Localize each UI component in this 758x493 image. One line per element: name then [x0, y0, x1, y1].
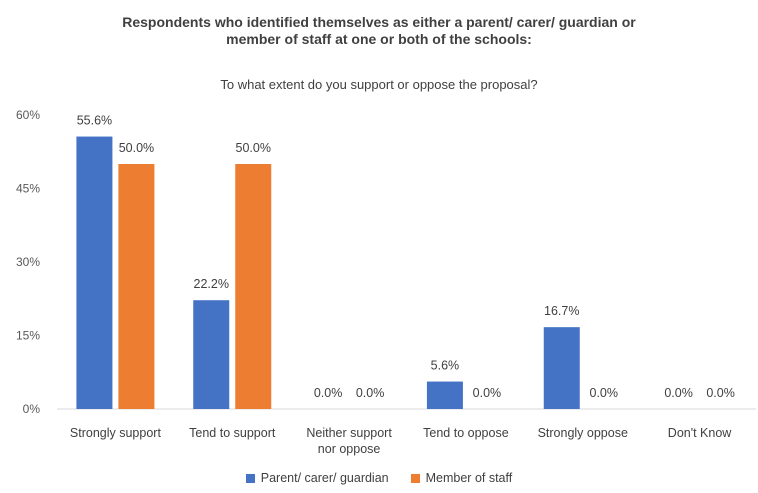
data-label: 50.0% — [119, 141, 154, 155]
x-tick-label: Don't Know — [668, 426, 733, 440]
chart-title-line-1: Respondents who identified themselves as… — [122, 14, 636, 30]
bar-parent — [543, 327, 580, 409]
legend-label-staff: Member of staff — [425, 471, 513, 485]
data-label: 50.0% — [236, 141, 271, 155]
y-tick-label: 60% — [16, 108, 40, 122]
x-tick-label: Strongly support — [70, 426, 162, 440]
data-label: 5.6% — [431, 359, 460, 373]
legend-item-parent: Parent/ carer/ guardian — [245, 471, 389, 485]
data-label: 0.0% — [590, 386, 619, 400]
data-label: 0.0% — [664, 386, 693, 400]
y-tick-label: 30% — [16, 255, 40, 269]
legend-item-staff: Member of staff — [410, 471, 513, 485]
data-label: 22.2% — [194, 277, 229, 291]
x-tick-label: nor oppose — [318, 442, 381, 456]
y-tick-label: 15% — [16, 329, 40, 343]
bar-parent — [426, 381, 463, 409]
bar-parent — [193, 300, 230, 409]
y-tick-label: 45% — [16, 182, 40, 196]
y-tick-label: 0% — [23, 402, 41, 416]
data-label: 0.0% — [473, 386, 502, 400]
chart-subtitle: To what extent do you support or oppose … — [220, 77, 538, 92]
bar-staff — [118, 164, 155, 409]
legend: Parent/ carer/ guardian Member of staff — [0, 471, 758, 485]
legend-swatch-parent — [245, 473, 255, 483]
x-tick-label: Tend to oppose — [423, 426, 509, 440]
data-label: 55.6% — [77, 114, 112, 128]
legend-swatch-staff — [410, 473, 420, 483]
x-tick-label: Neither support — [306, 426, 392, 440]
bar-parent — [76, 136, 113, 409]
data-label: 0.0% — [706, 386, 735, 400]
x-tick-label: Tend to support — [189, 426, 276, 440]
legend-label-parent: Parent/ carer/ guardian — [260, 471, 389, 485]
x-tick-label: Strongly oppose — [538, 426, 628, 440]
data-label: 0.0% — [314, 386, 343, 400]
data-label: 0.0% — [356, 386, 385, 400]
data-label: 16.7% — [544, 304, 579, 318]
chart-title-line-2: member of staff at one or both of the sc… — [226, 31, 532, 47]
bar-staff — [235, 164, 272, 409]
